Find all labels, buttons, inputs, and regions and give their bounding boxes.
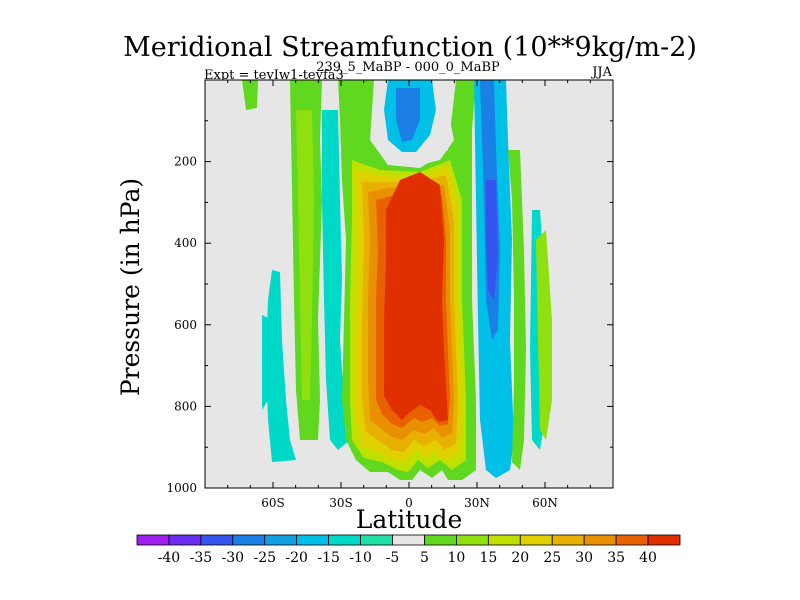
y-tick-label: 800 bbox=[174, 399, 197, 413]
colorbar-label: -30 bbox=[222, 550, 245, 566]
colorbar-label: -40 bbox=[158, 550, 181, 566]
colorbar-label: 35 bbox=[607, 550, 625, 566]
colorbar-swatch bbox=[200, 534, 234, 546]
x-tick-label: 60S bbox=[261, 496, 285, 510]
colorbar-swatch bbox=[487, 534, 521, 546]
y-tick-label: 1000 bbox=[166, 481, 197, 495]
contour-region-upper-negative-core bbox=[396, 88, 420, 142]
x-tick-label: 30N bbox=[464, 496, 490, 510]
x-axis-label: Latitude bbox=[356, 505, 463, 534]
y-tick-label: 400 bbox=[174, 236, 197, 250]
plot-area bbox=[204, 79, 614, 489]
colorbar-label: -35 bbox=[190, 550, 213, 566]
colorbar-swatch bbox=[392, 534, 425, 546]
colorbar-swatch bbox=[583, 534, 617, 546]
contour-region-n-band-dark bbox=[486, 180, 498, 300]
colorbar-swatch bbox=[136, 534, 170, 546]
colorbar-swatch bbox=[456, 534, 489, 546]
contour-region-farsouth-cyan bbox=[266, 270, 296, 462]
colorbar-label: 20 bbox=[511, 550, 529, 566]
colorbar-label: -10 bbox=[349, 550, 372, 566]
colorbar-swatch bbox=[232, 534, 266, 546]
colorbar-swatch bbox=[647, 534, 681, 546]
y-tick-label: 200 bbox=[174, 155, 197, 169]
x-tick-label: 0 bbox=[405, 496, 413, 510]
colorbar-swatch bbox=[424, 534, 457, 546]
subtitle-left: Expt = teyIw1-teyfa3 bbox=[204, 68, 344, 83]
colorbar-label: -20 bbox=[285, 550, 308, 566]
y-axis: 200 400 600 800 1000 bbox=[166, 120, 613, 495]
subtitle-right: JJA bbox=[590, 65, 612, 80]
contour-fills bbox=[242, 80, 552, 480]
colorbar-swatch bbox=[551, 534, 585, 546]
x-tick-label: 30S bbox=[329, 496, 353, 510]
colorbar-swatch bbox=[360, 534, 393, 546]
contour-region-s-band2-inner bbox=[296, 110, 314, 400]
contour-region-s-band bbox=[242, 80, 258, 110]
colorbar-swatch bbox=[296, 534, 330, 546]
colorbar-swatch bbox=[328, 534, 361, 546]
colorbar-swatch bbox=[264, 534, 298, 546]
colorbar-label: 25 bbox=[543, 550, 561, 566]
contour-region-n-fringe bbox=[508, 150, 526, 470]
colorbar-label: -5 bbox=[386, 550, 400, 566]
colorbar-swatch bbox=[519, 534, 553, 546]
x-tick-label: 60N bbox=[532, 496, 558, 510]
colorbar-label: 40 bbox=[639, 550, 657, 566]
colorbar-label: -15 bbox=[317, 550, 340, 566]
subtitle-center: 239_5_MaBP - 000_0_MaBP bbox=[316, 60, 500, 75]
colorbar: -40 -35 -30 -25 -20 -15 -10 -5 5 10 15 20 25 30 35 40 bbox=[136, 534, 681, 566]
contour-region-farnorth bbox=[536, 230, 552, 440]
contour-region-tropical-40 bbox=[384, 172, 448, 422]
x-axis: 60S 30S 0 30N 60N bbox=[227, 80, 591, 510]
colorbar-swatch bbox=[168, 534, 202, 546]
colorbar-label: 5 bbox=[420, 550, 429, 566]
contour-region-farsouth-cyan2 bbox=[262, 315, 268, 410]
y-axis-label: Pressure (in hPa) bbox=[116, 178, 145, 396]
colorbar-label: 10 bbox=[447, 550, 465, 566]
colorbar-label: 15 bbox=[479, 550, 497, 566]
y-tick-label: 600 bbox=[174, 318, 197, 332]
colorbar-label: 30 bbox=[575, 550, 593, 566]
colorbar-label: -25 bbox=[253, 550, 276, 566]
colorbar-swatch bbox=[615, 534, 649, 546]
contour-region-s-edge-cyan bbox=[322, 110, 350, 450]
chart-title: Meridional Streamfunction (10**9kg/m-2) bbox=[123, 32, 697, 63]
